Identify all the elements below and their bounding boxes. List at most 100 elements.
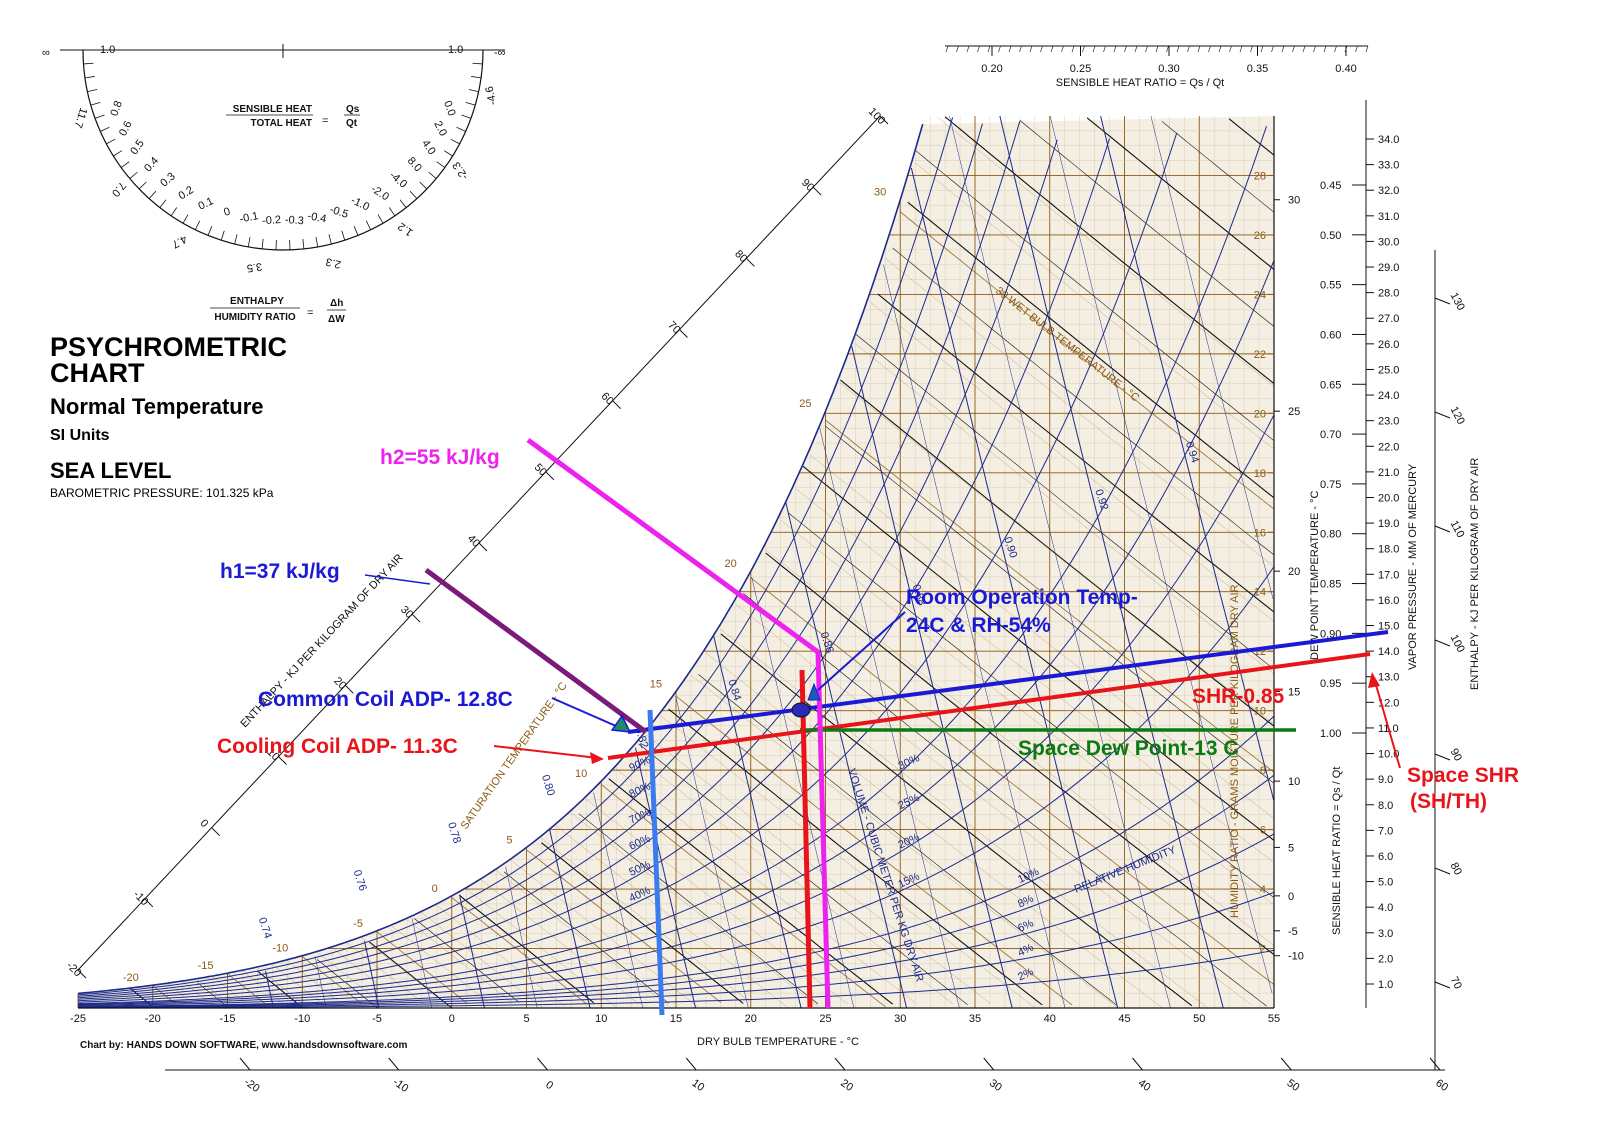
protractor-tick [261, 238, 264, 249]
vapor-pressure-tick-label: 18.0 [1378, 544, 1399, 556]
shr-top-tick-labels: 0.20 0.25 0.30 0.35 0.40 [945, 45, 1369, 75]
shr-tick-label: 1.00 [1320, 728, 1341, 740]
volume-line [751, 576, 855, 1009]
h1-label: h1=37 kJ/kg [220, 560, 340, 583]
wet-bulb-line [586, 799, 848, 1005]
enthalpy-diagonal-tick-label: 30 [398, 604, 415, 621]
shr-top-minor-tick [1281, 45, 1285, 53]
wet-bulb-line [451, 897, 587, 1004]
x-tick-label: 0 [449, 1013, 455, 1025]
dew-point-tick-label: 0 [1288, 891, 1294, 903]
cooling-adp-leader [493, 745, 599, 759]
cooling-shr-line [607, 652, 1371, 760]
x-tick-label: -20 [145, 1013, 161, 1025]
enthalpy-bottom-tick-label: 20 [838, 1077, 855, 1094]
enthalpy-right-axis-title: ENTHALPY - KJ PER KILOGRAM OF DRY AIR [1469, 458, 1481, 690]
protractor-tick [87, 89, 98, 92]
shr-top-minor-tick [1134, 45, 1138, 53]
saturation-curve [77, 123, 924, 995]
enthalpy-bottom-tick-label: -10 [391, 1076, 411, 1095]
vapor-pressure-tick-label: 30.0 [1378, 236, 1399, 248]
protractor-inner-label: 2.0 [431, 119, 449, 138]
wet-bulb-line [332, 947, 407, 1008]
process-overlay: h2=55 kJ/kg h1=37 kJ/kg Room Operation T… [217, 437, 1519, 1016]
vapor-pressure-tick-label: 1.0 [1378, 979, 1393, 991]
enthalpy-line [458, 894, 595, 1004]
protractor-outer-label: 2.3 [325, 255, 343, 270]
protractor-inner-label: 0.1 [196, 195, 215, 212]
volume-line [1150, 115, 1274, 600]
protractor-inner-label: 0.8 [108, 99, 125, 117]
protractor-tick [83, 62, 94, 65]
vapor-pressure-tick-label: 12.0 [1378, 697, 1399, 709]
rh-curve [77, 260, 1275, 1005]
wet-bulb-line [750, 577, 1275, 985]
rh-curve [77, 126, 1267, 1005]
title-line-1: PSYCHROMETRIC [50, 332, 287, 362]
shr-top-minor-tick [966, 45, 970, 53]
x-tick-label: -10 [294, 1013, 310, 1025]
volume-line [949, 115, 1171, 1009]
enthalpy-line [541, 842, 744, 1004]
enthalpy-diagonal-tick [478, 542, 488, 552]
volume-line [635, 747, 696, 1009]
enthalpy-line [802, 465, 1275, 841]
protractor-tick [328, 234, 332, 245]
shr-top-minor-tick [987, 45, 991, 53]
wet-bulb-line [855, 343, 1275, 675]
enthalpy-right-tick-label: 120 [1448, 405, 1467, 427]
enthalpy-diagonal-tick [77, 969, 87, 979]
saturation-tick-label: 15 [650, 678, 662, 690]
wet-bulb-line [406, 919, 512, 1003]
protractor-tick [428, 171, 437, 179]
volume-line [265, 970, 274, 1009]
protractor-tick [456, 126, 466, 132]
protractor-inner-label: 4.0 [419, 138, 438, 157]
saturation-tick-label: -10 [272, 943, 288, 955]
shr-tick-label: 0.75 [1320, 479, 1341, 491]
protractor-tick [84, 76, 95, 79]
rh-curve [77, 566, 1275, 1007]
enthalpy-line [1086, 117, 1275, 270]
protractor-outer-label: 1.2 [396, 220, 415, 239]
shr-diag-connector [1368, 46, 1440, 1070]
vapor-pressure-axis-title: VAPOR PRESSURE - MM OF MERCURY [1407, 463, 1419, 670]
wet-bulb-line [915, 162, 1275, 450]
protractor-inner-label: -0.2 [262, 214, 282, 227]
shr-top-minor-tick [1271, 45, 1274, 53]
enthalpy-line [1019, 120, 1275, 327]
wet-bulb-line [436, 905, 564, 1006]
wet-bulb-line [780, 519, 1275, 906]
humidity-ratio-axis-title: HUMIDITY RATIO - GRAMS MOISTURE PER KILO… [1229, 584, 1241, 918]
saturation-tick-label: 10 [575, 768, 587, 780]
wet-bulb-line [391, 925, 490, 1003]
vapor-pressure-tick-label: 10.0 [1378, 749, 1399, 761]
enthalpy-right-tick [1434, 981, 1451, 989]
common-adp-leader [551, 697, 617, 727]
dew-point-tick-label: 15 [1288, 686, 1300, 698]
vapor-pressure-tick-label: 34.0 [1378, 134, 1399, 146]
enthalpy-diagonal-tick [211, 827, 221, 837]
wet-bulb-line [511, 860, 699, 1008]
humidity-tick-label: 24 [1254, 289, 1266, 301]
enthalpy-right-tick [1434, 525, 1451, 533]
enthalpy-bottom-tick [983, 1057, 995, 1071]
volume-tick-label: 0.76 [351, 868, 369, 892]
saturation-tick-label: 25 [799, 398, 811, 410]
vapor-pressure-tick-label: 21.0 [1378, 467, 1399, 479]
saturation-tick-label: 0 [432, 883, 438, 895]
shr-top-minor-tick [1166, 45, 1169, 53]
wet-bulb-line [466, 889, 617, 1008]
enthalpy-line [765, 552, 1275, 956]
space-shr-arrowhead [1368, 672, 1380, 688]
shr-tick-label: 0.80 [1320, 529, 1341, 541]
enthalpy-bottom-tick [537, 1057, 548, 1071]
vapor-pressure-tick-label: 24.0 [1378, 390, 1399, 402]
relative-humidity-curves [77, 117, 1275, 1009]
enthalpy-right-tick [1434, 297, 1451, 305]
enthalpy-diagonal-tick-label: 50 [532, 461, 549, 478]
volume-tick-label: 0.80 [539, 773, 557, 797]
chart-body [77, 115, 1275, 1009]
enthalpy-bottom-tick-label: 0 [543, 1079, 555, 1092]
room-shr-line [627, 630, 1389, 734]
